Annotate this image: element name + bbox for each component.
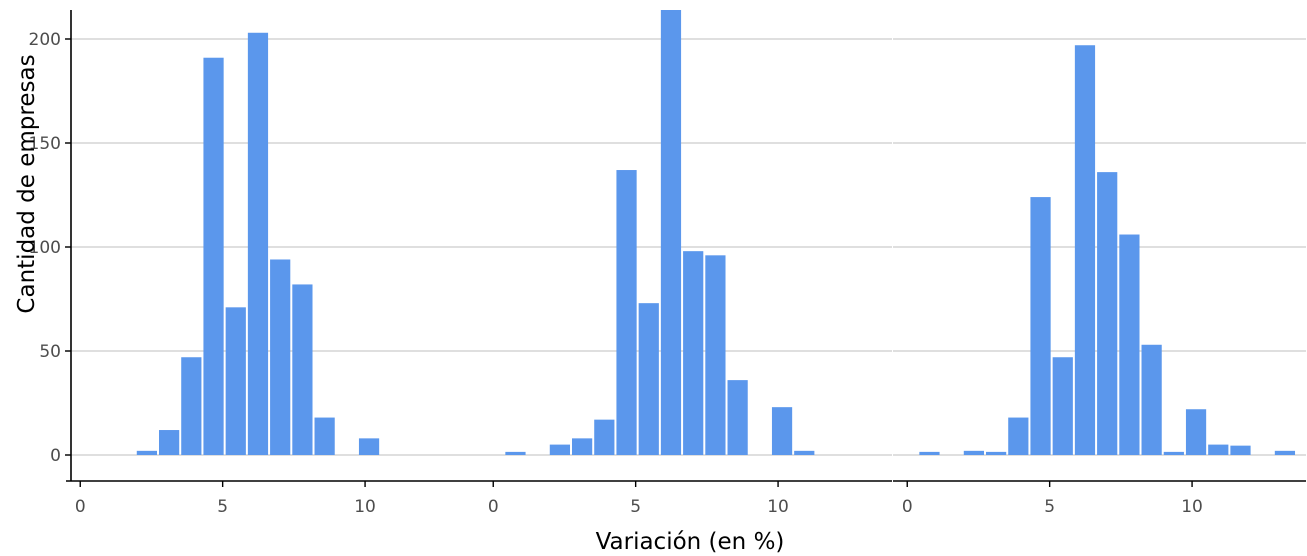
bar	[270, 259, 291, 455]
x-tick-label: 0	[902, 497, 913, 517]
bar	[505, 451, 526, 455]
bar	[683, 251, 704, 455]
bar	[1208, 444, 1229, 455]
y-axis-title: Cantidad de empresas	[14, 54, 40, 313]
bar	[549, 444, 570, 455]
y-tick-label: 0	[50, 446, 61, 466]
bar	[247, 32, 269, 455]
x-tick-label: 10	[354, 497, 376, 517]
bar	[638, 303, 659, 455]
bar	[660, 10, 682, 455]
y-tick-label: 200	[29, 30, 61, 50]
x-tick-label: 10	[1181, 497, 1203, 517]
bar	[571, 438, 593, 455]
y-tick-label: 150	[29, 134, 61, 154]
bar	[616, 170, 637, 456]
bar	[1052, 357, 1073, 455]
bar	[771, 407, 793, 455]
x-tick-label: 5	[217, 497, 228, 517]
y-tick-label: 50	[39, 342, 61, 362]
bar	[794, 450, 815, 455]
bar	[1008, 417, 1029, 455]
bar	[1119, 234, 1140, 455]
bar	[963, 450, 984, 455]
x-tick-label: 5	[1044, 497, 1055, 517]
bar	[1074, 45, 1096, 456]
x-tick-label: 0	[488, 497, 499, 517]
bar	[225, 307, 246, 455]
bar	[1274, 450, 1296, 455]
bar	[136, 450, 157, 455]
bar	[594, 419, 615, 455]
bar	[292, 284, 313, 455]
bar	[181, 357, 202, 455]
bar	[314, 417, 335, 455]
bar	[1185, 409, 1207, 455]
bar	[985, 451, 1007, 455]
bar	[1230, 445, 1251, 455]
x-tick-label: 10	[767, 497, 789, 517]
bar	[1097, 172, 1118, 455]
panel-3: 0 5 10	[893, 38, 1306, 517]
x-axis-title: Variación (en %)	[596, 529, 785, 555]
bar	[1030, 197, 1051, 455]
bar	[203, 57, 224, 455]
bar	[358, 438, 380, 455]
bar	[1163, 451, 1184, 455]
x-tick-label: 0	[75, 497, 86, 517]
bar	[1141, 344, 1162, 455]
bar	[727, 380, 748, 455]
bar	[705, 255, 726, 455]
y-tick-label: 100	[29, 238, 61, 258]
bar	[158, 430, 180, 455]
bar	[919, 451, 940, 455]
panel-2: 0 5 10	[479, 10, 892, 517]
x-tick-label: 5	[630, 497, 641, 517]
